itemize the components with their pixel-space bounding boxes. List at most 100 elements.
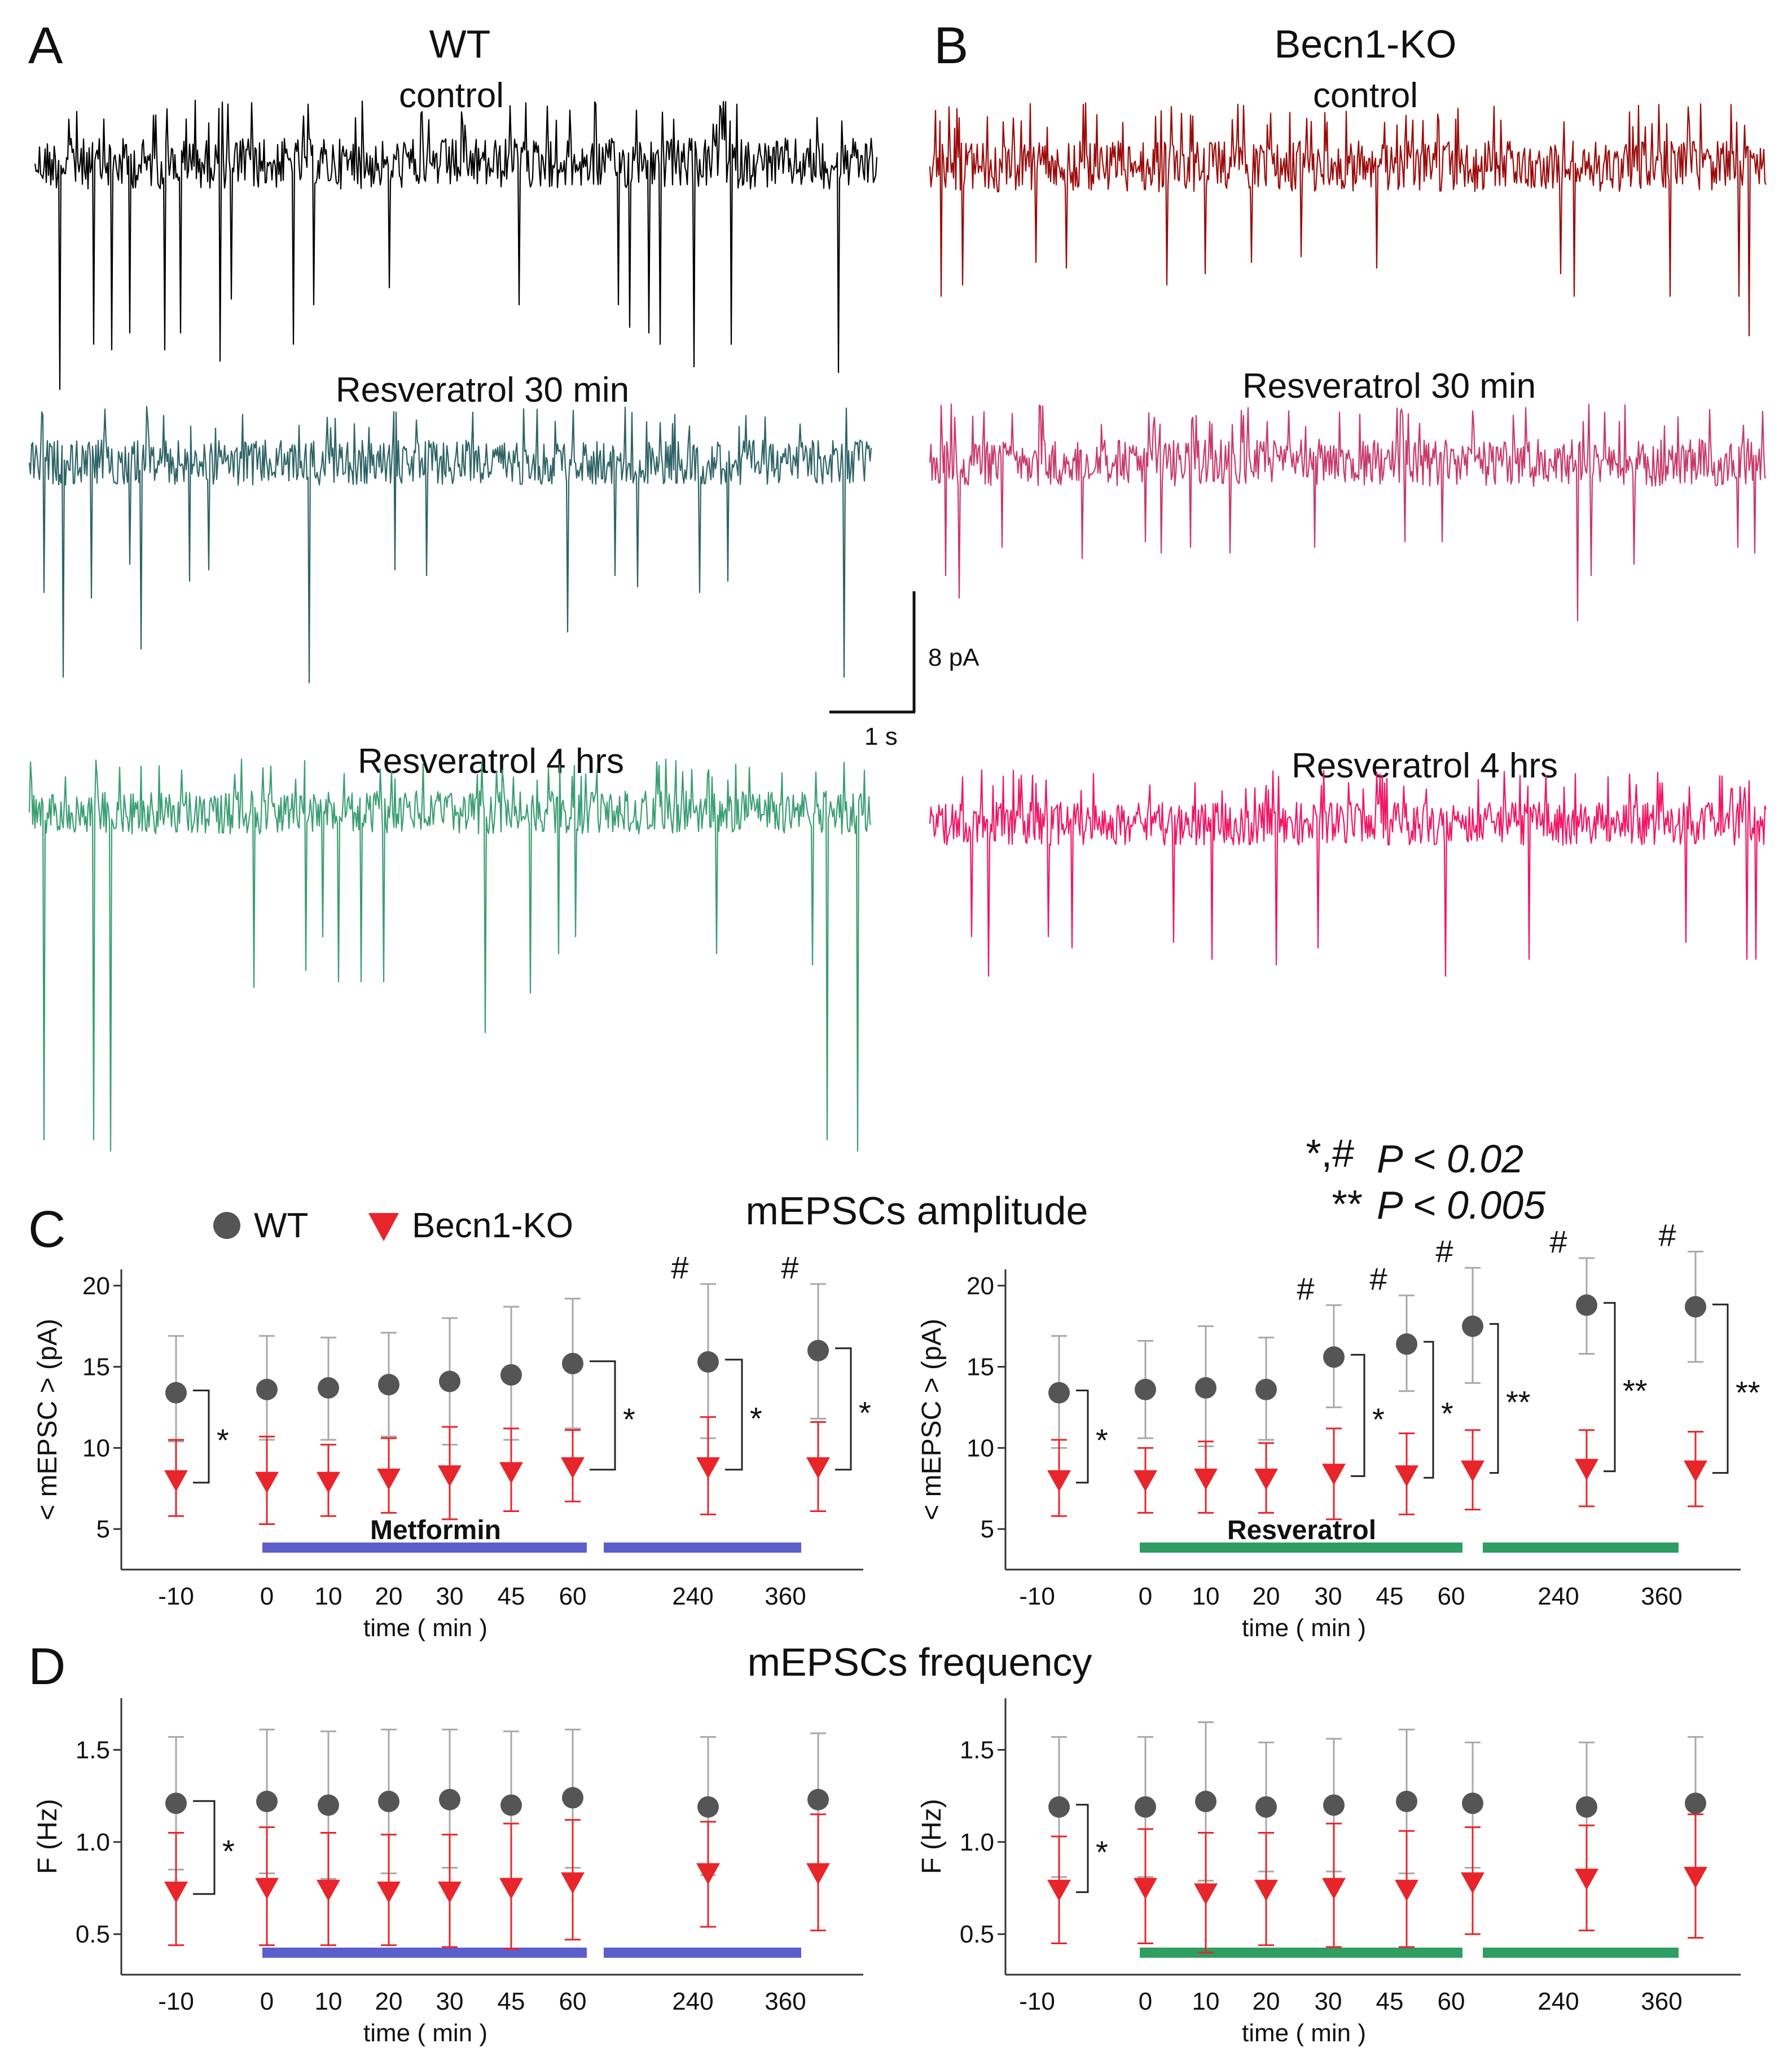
x-tick-label: 360 (765, 1583, 806, 1610)
wt-resv30-trace (28, 406, 872, 684)
y-tick-label: 0.5 (76, 1921, 110, 1948)
panel-label-a: A (28, 17, 63, 74)
significance-star: * (1441, 1396, 1453, 1431)
wt-point (807, 1339, 829, 1361)
x-tick-label: 60 (1438, 1583, 1465, 1610)
treatment-bar (262, 1948, 587, 1958)
ko-point (696, 1863, 720, 1885)
treatment-bar (262, 1543, 587, 1553)
wt-point (1255, 1796, 1277, 1818)
ko-point (438, 1882, 462, 1903)
ko-point (1134, 1470, 1157, 1492)
ko-point (164, 1882, 188, 1903)
x-tick-label: 0 (260, 1583, 274, 1610)
significance-bracket (590, 1360, 616, 1471)
x-tick-label: 30 (436, 1988, 464, 2015)
y-tick-label: 0.5 (960, 1921, 994, 1948)
significance-bracket (1490, 1323, 1499, 1474)
ko-point (561, 1457, 585, 1479)
legend-wt-marker (213, 1212, 240, 1239)
ko-point (561, 1872, 585, 1894)
frequency-title: mEPSCs frequency (748, 1640, 1092, 1684)
significance-bracket (1351, 1354, 1365, 1477)
x-tick-label: 45 (498, 1583, 525, 1610)
legend-ko-marker (368, 1213, 399, 1241)
x-tick-label: 30 (1315, 1583, 1342, 1610)
ko-resv4h-label: Resveratrol 4 hrs (1292, 746, 1558, 785)
ko-point (1461, 1872, 1484, 1894)
wt-point (1685, 1296, 1706, 1318)
wt-point (318, 1794, 339, 1816)
x-tick-label: 360 (1641, 1583, 1682, 1610)
hash-marker: # (1297, 1271, 1314, 1306)
wt-point (1323, 1346, 1345, 1368)
x-tick-label: 30 (436, 1583, 464, 1610)
x-tick-label: 20 (375, 1583, 403, 1610)
y-axis-label: F (Hz) (33, 1799, 63, 1874)
y-tick-label: 20 (967, 1272, 994, 1300)
ko-point (1194, 1883, 1218, 1905)
significance-bracket (725, 1359, 743, 1471)
x-tick-label: 240 (1538, 1583, 1579, 1610)
ko-point (1322, 1878, 1346, 1900)
x-tick-label: -10 (1019, 1583, 1055, 1610)
wt-resv4h-label: Resveratrol 4 hrs (358, 742, 624, 781)
legend-ko-label: Becn1-KO (412, 1206, 573, 1245)
ko-resv30-label: Resveratrol 30 min (1242, 367, 1536, 406)
wt-point (318, 1377, 339, 1399)
x-tick-label: 45 (1376, 1583, 1404, 1610)
ko-point (1461, 1460, 1484, 1482)
wt-point (439, 1370, 460, 1392)
wt-point (807, 1788, 829, 1810)
x-tick-label: 10 (1192, 1583, 1220, 1610)
significance-star: * (859, 1395, 871, 1430)
wt-point (1576, 1294, 1597, 1316)
y-tick-label: 1.5 (960, 1736, 994, 1764)
x-tick-label: 0 (1139, 1583, 1152, 1610)
scale-bar: 8 pA 1 s (829, 591, 980, 750)
y-tick-label: 20 (82, 1272, 110, 1300)
ko-point (1134, 1878, 1157, 1900)
wt-control-label: control (399, 76, 504, 115)
x-tick-label: 0 (260, 1988, 274, 2015)
treatment-label: Resveratrol (1227, 1515, 1376, 1545)
x-tick-label: 20 (1253, 1583, 1280, 1610)
sig-key-text-2: P < 0.005 (1377, 1183, 1546, 1227)
ko-control-trace (929, 102, 1767, 337)
ko-resv30-trace (929, 403, 1767, 622)
wt-point (378, 1790, 399, 1812)
chart-freq-resveratrol: 0.5 1.0 1.5 F (Hz) -10 0 10 20 30 45 60 240 360 time … (917, 1698, 1741, 2047)
x-tick-label: 45 (498, 1988, 525, 2015)
significance-star: * (217, 1422, 229, 1458)
significance-bracket (835, 1347, 852, 1471)
legend-wt-label: WT (254, 1206, 308, 1245)
ko-point (806, 1863, 830, 1885)
x-tick-label: 60 (1438, 1988, 1465, 2015)
ko-point (806, 1457, 830, 1479)
sig-key-sym-2: ** (1332, 1182, 1363, 1226)
x-tick-label: 0 (1139, 1988, 1152, 2015)
ko-resv4h-trace (929, 769, 1767, 977)
x-axis-label: time ( min ) (363, 1614, 487, 1642)
ko-trace-title: Becn1-KO (1275, 22, 1457, 66)
x-tick-label: 360 (1641, 1988, 1682, 2015)
y-axis-label: < mEPSC > (pA) (33, 1319, 63, 1520)
hash-marker: # (1369, 1261, 1387, 1297)
significance-bracket (1604, 1302, 1616, 1473)
treatment-label: Metformin (370, 1515, 501, 1545)
significance-star: * (623, 1401, 635, 1437)
significance-star: * (1096, 1422, 1108, 1458)
significance-bracket (1076, 1390, 1089, 1484)
significance-star: * (750, 1400, 762, 1436)
wt-point (1685, 1792, 1706, 1814)
x-tick-label: 10 (315, 1583, 342, 1610)
treatment-bar (1483, 1543, 1679, 1553)
wt-point (165, 1792, 187, 1814)
wt-point (1195, 1790, 1216, 1812)
wt-point (439, 1788, 460, 1810)
panel-label-c: C (28, 1201, 65, 1258)
hash-marker: # (781, 1250, 798, 1285)
wt-point (256, 1790, 278, 1812)
y-tick-label: 10 (82, 1434, 110, 1462)
ko-point (1047, 1470, 1071, 1492)
